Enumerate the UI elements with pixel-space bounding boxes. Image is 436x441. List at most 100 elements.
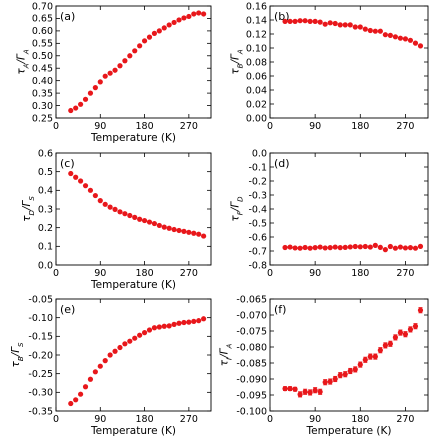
data-point [166,323,172,329]
data-point [287,18,293,24]
x-tick-label: 90 [94,121,106,132]
data-point [122,211,128,217]
y-tick-label: 0.40 [32,76,53,87]
data-point [332,244,338,250]
data-point [367,354,373,360]
data-point [156,28,162,34]
data-point [382,32,388,38]
y-tick-label: -0.05 [28,294,53,305]
data-point [302,389,308,395]
data-point [297,391,303,397]
data-point [78,101,84,107]
data-point [196,10,202,16]
data-point [191,318,197,324]
y-tick-label: 0.0 [252,148,267,159]
data-point [407,37,414,43]
panel-label: (e) [60,303,75,316]
data-point [362,243,368,250]
data-point [317,389,323,395]
data-point [122,341,128,347]
data-point [417,243,424,249]
data-point [141,330,148,336]
data-point [161,25,167,31]
y-tick-label: -0.8 [248,260,267,271]
data-point [402,331,409,337]
y-tick-label: 0.06 [246,71,267,82]
data-point [362,357,368,363]
x-tick-label: 0 [267,268,273,279]
y-axis-label: τI/ΓA [218,344,233,367]
data-point [181,228,187,234]
data-point [337,372,343,378]
y-tick-label: 0.45 [32,64,53,75]
data-point [191,230,197,236]
data-point [151,325,158,331]
chart-panel-b: 0 90 180 270 0.00 0.02 0.04 0.06 0.08 0.10 0.12 0.1… [230,1,429,132]
chart-panel-a: 0 90 180 270 0.250.30 0.350.400.45 0.500.55 0.6… [16,1,212,144]
data-point [87,90,94,96]
data-point [377,28,383,34]
data-point [161,323,167,329]
data-point [327,245,333,251]
data-point [181,319,187,326]
data-point [417,307,424,313]
data-point [402,36,409,42]
y-tick-label: 0.35 [32,88,53,99]
data-point [317,244,323,250]
data-point [97,363,103,369]
data-point [397,244,404,250]
y-tick-label: 0.70 [32,1,53,12]
data-point [191,11,197,17]
data-point [171,226,177,233]
x-tick-label: 270 [180,414,198,425]
data-point [287,244,293,250]
data-point [317,19,323,25]
data-point [127,338,133,344]
y-tick-label: 0.12 [246,29,267,40]
data-point [132,335,138,341]
y-tick-label: -0.065 [236,294,267,305]
data-point [372,28,378,34]
data-point [151,220,158,227]
y-tick-label: 0.14 [246,15,267,26]
x-tick-label: 270 [180,121,198,132]
y-axis-label: τD/ΓS [21,196,36,222]
data-point [282,18,288,24]
y-tick-label: -0.10 [28,313,53,324]
data-point [322,21,328,27]
data-point [82,183,89,189]
data-point [347,22,353,28]
data-point [387,341,393,347]
y-tick-label: 0.16 [246,1,267,12]
x-tick-label: 90 [94,268,106,279]
data-point [342,371,348,377]
data-point [392,245,398,251]
y-tick-label: 0.4 [38,186,53,197]
y-tick-label: -0.7 [248,246,267,257]
y-tick-label: 0.50 [32,51,53,62]
y-tick-label: 0.6 [38,148,53,159]
data-point [392,34,398,40]
data-point [362,26,368,32]
data-point [307,18,313,24]
x-axis-label: Temperature (K) [90,132,176,144]
data-point [146,34,153,40]
y-axis-label: τB/ΓA [230,49,245,75]
y-tick-label: -0.070 [236,310,267,321]
y-tick-label: 0.02 [246,99,267,110]
y-tick-label: -0.30 [28,388,53,399]
x-tick-label: 90 [94,414,106,425]
y-tick-label: -0.5 [248,218,267,229]
data-point [387,243,393,250]
y-tick-label: 0.08 [246,57,267,68]
y-tick-label: 0.30 [32,101,53,112]
data-point [327,20,333,26]
y-tick-label: 0.65 [32,14,53,25]
data-point [122,58,128,64]
data-point [337,245,343,251]
data-point [201,316,207,322]
y-tick-label: -0.3 [248,190,267,201]
data-point [382,342,388,348]
data-point [352,366,358,372]
